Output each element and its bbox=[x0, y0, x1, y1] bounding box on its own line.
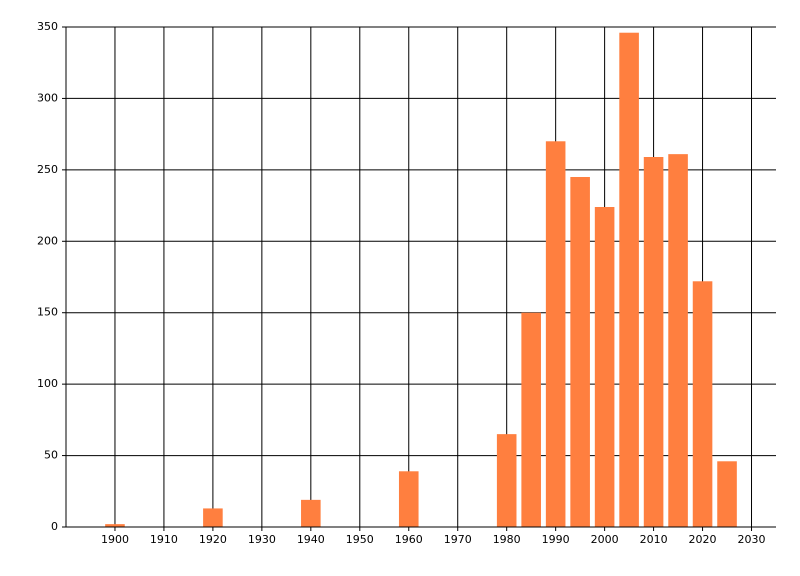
bar bbox=[521, 312, 541, 527]
y-tick-label: 150 bbox=[37, 306, 58, 319]
x-tick-label: 2010 bbox=[640, 533, 668, 546]
bar bbox=[105, 524, 125, 527]
x-tick-label: 1920 bbox=[199, 533, 227, 546]
x-tick-label: 2030 bbox=[738, 533, 766, 546]
x-tick-label: 1960 bbox=[395, 533, 423, 546]
y-tick-label: 50 bbox=[44, 449, 58, 462]
x-tick-label: 1980 bbox=[493, 533, 521, 546]
x-tick-label: 1970 bbox=[444, 533, 472, 546]
bar bbox=[668, 154, 688, 527]
bar bbox=[717, 461, 737, 527]
bar bbox=[496, 434, 517, 527]
x-tick-label: 1940 bbox=[297, 533, 325, 546]
bar bbox=[301, 499, 321, 527]
x-tick-label: 1950 bbox=[346, 533, 374, 546]
bar bbox=[545, 141, 566, 528]
bar bbox=[398, 471, 419, 527]
x-tick-label: 1900 bbox=[101, 533, 129, 546]
x-tick-label: 2000 bbox=[591, 533, 619, 546]
x-tick-label: 1910 bbox=[150, 533, 178, 546]
y-tick-label: 250 bbox=[37, 163, 58, 176]
y-tick-label: 200 bbox=[37, 234, 58, 247]
bar bbox=[643, 157, 664, 527]
y-tick-label: 100 bbox=[37, 377, 58, 390]
bar bbox=[619, 32, 639, 527]
bar bbox=[203, 508, 223, 527]
y-tick-label: 350 bbox=[37, 20, 58, 33]
bar bbox=[594, 207, 615, 527]
x-tick-label: 1990 bbox=[542, 533, 570, 546]
x-tick-label: 1930 bbox=[248, 533, 276, 546]
bar bbox=[692, 281, 713, 527]
bar bbox=[570, 177, 590, 527]
x-tick-label: 2020 bbox=[689, 533, 717, 546]
y-tick-label: 0 bbox=[51, 520, 58, 533]
y-tick-label: 300 bbox=[37, 91, 58, 104]
